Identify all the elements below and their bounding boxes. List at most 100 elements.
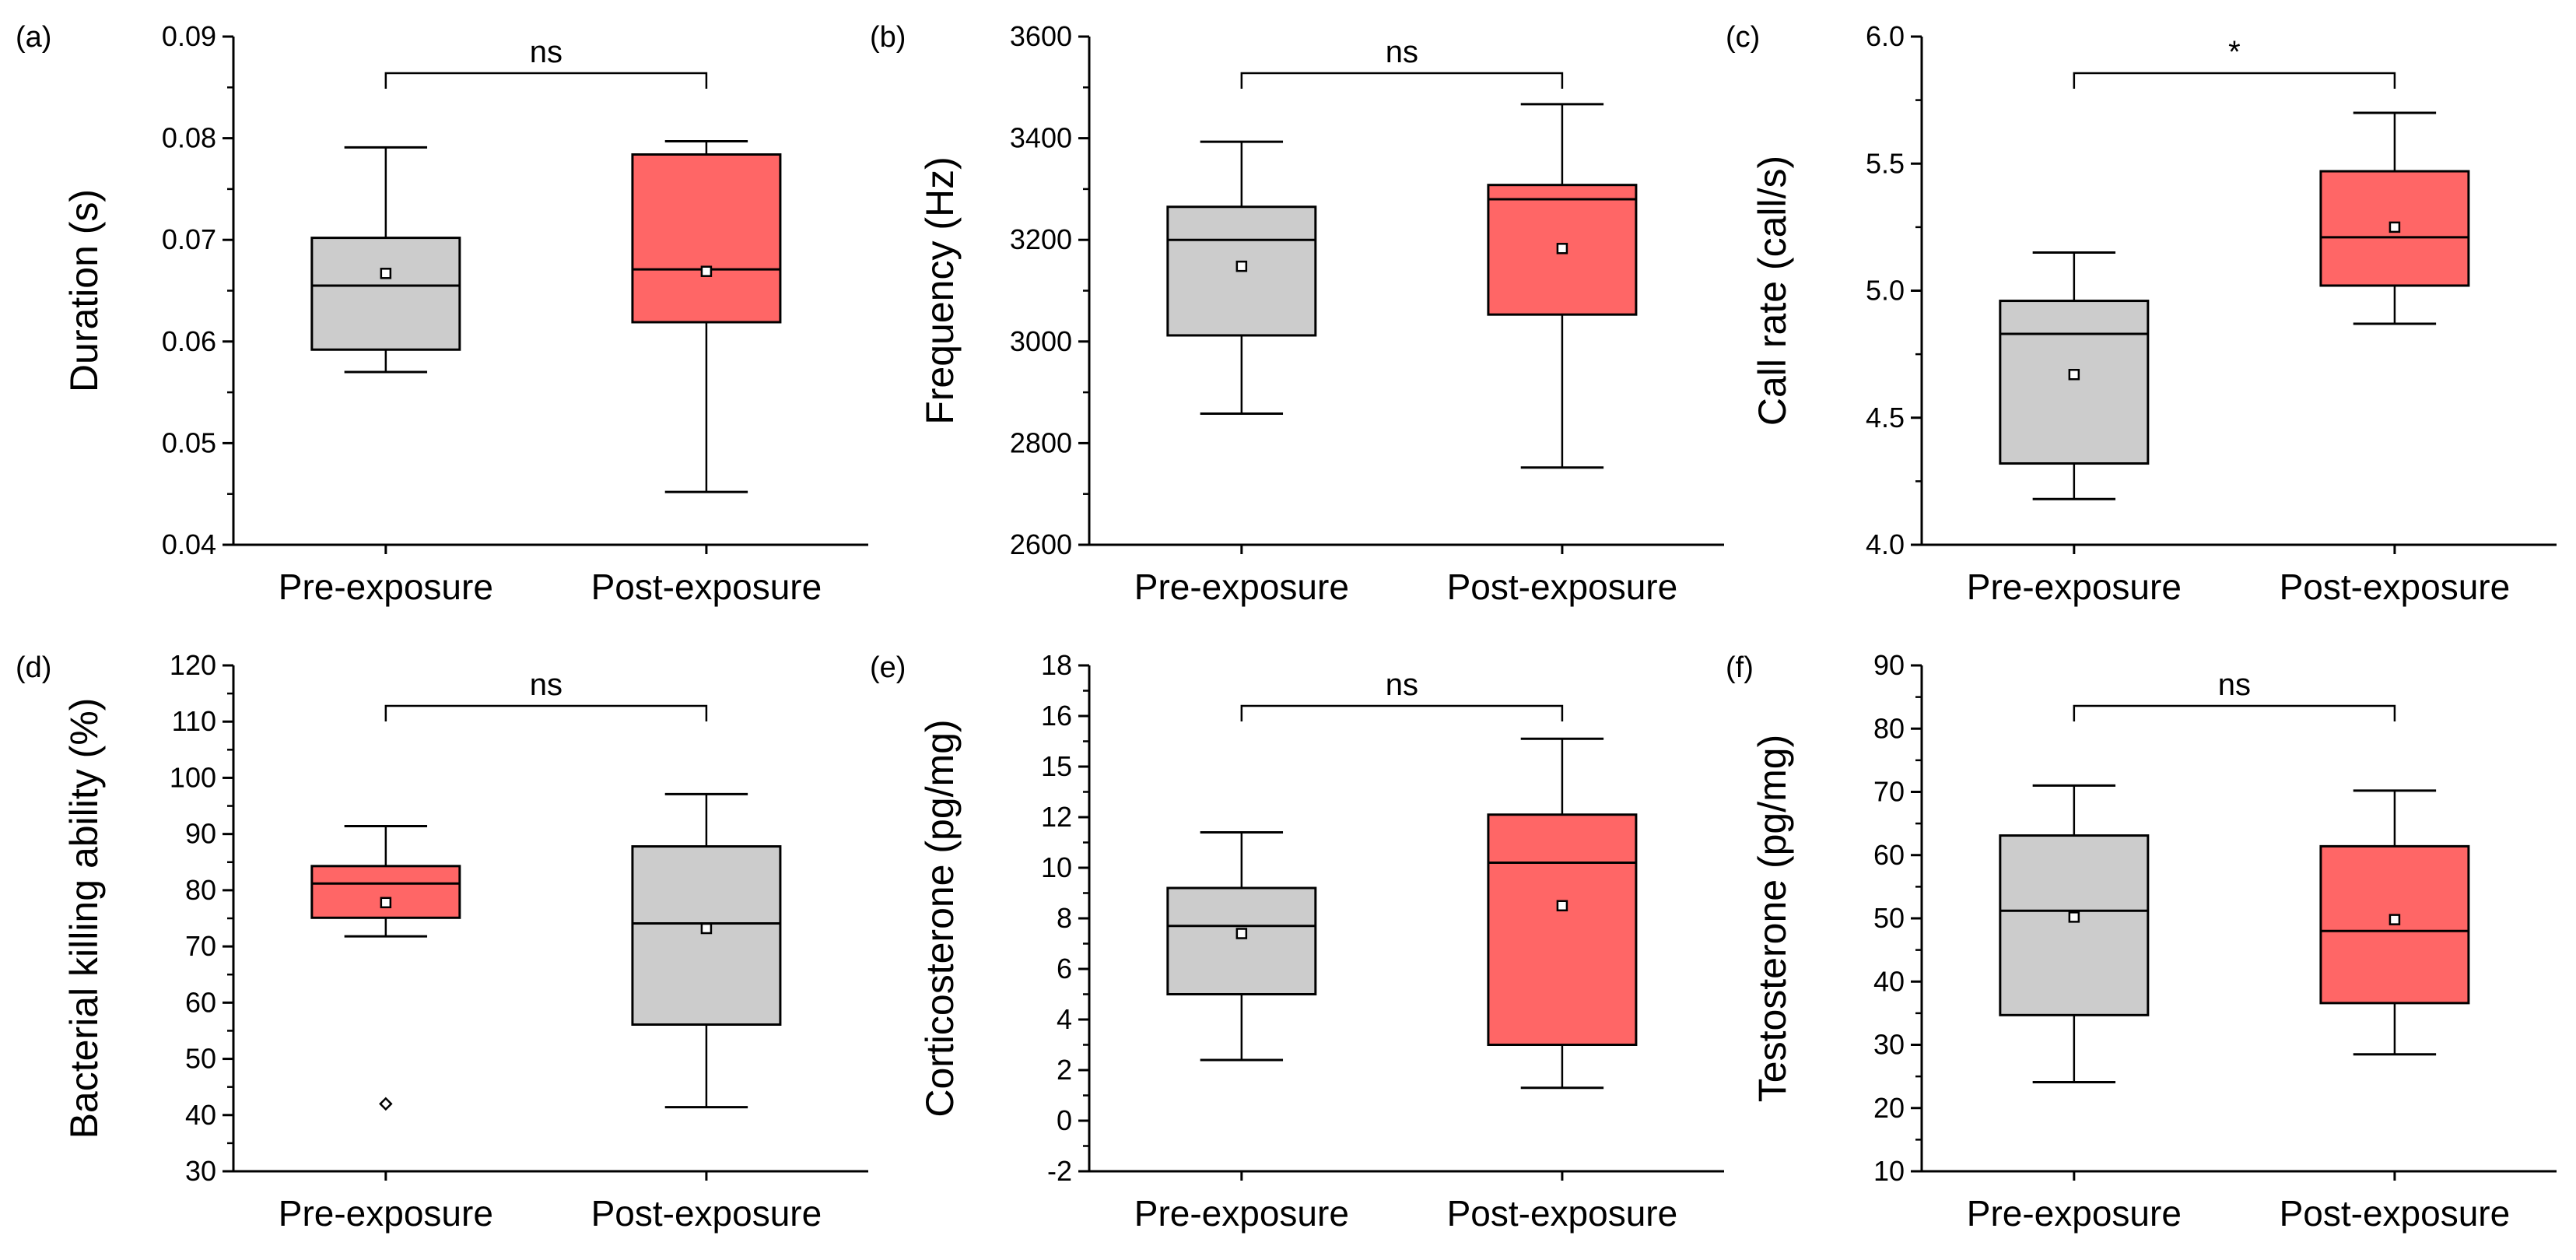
y-tick-label: 8 (1057, 902, 1072, 934)
panel-label: (f) (1726, 651, 1754, 684)
y-tick-label: 0.04 (162, 528, 216, 560)
x-tick-label: Pre-exposure (279, 1193, 493, 1234)
mean-marker (1235, 928, 1248, 939)
y-tick-label: 0.09 (162, 20, 216, 52)
significance-bracket (1240, 72, 1564, 89)
box-pre-exposure (1999, 784, 2150, 1083)
significance-bracket (2073, 72, 2396, 89)
y-tick-label: 110 (172, 705, 216, 737)
mean-marker (2388, 914, 2401, 925)
box-post-exposure (631, 792, 782, 1109)
iqr-box (1999, 300, 2150, 465)
y-tick-label: 0.06 (162, 325, 216, 357)
y-tick-label: -2 (1047, 1155, 1072, 1187)
y-tick-label: 30 (1873, 1029, 1905, 1061)
panel-label: (a) (16, 21, 51, 54)
y-axis-label: Duration (s) (62, 189, 106, 392)
y-tick-label: 6.0 (1866, 20, 1905, 52)
mean-marker (2068, 368, 2080, 381)
y-tick-label: 2600 (1010, 528, 1072, 560)
panel-e: (e) -2 0 2 4 6 8 10 12 15 16 18 Pre-exposure Post-exp… (870, 649, 1724, 1234)
y-tick-label: 5.0 (1866, 275, 1905, 307)
y-axis-label: Frequency (Hz) (918, 156, 962, 425)
y-tick-label: 3400 (1010, 122, 1072, 154)
mean-marker (2068, 911, 2080, 923)
iqr-box (631, 845, 782, 1026)
significance-bracket (2073, 704, 2396, 721)
box-pre-exposure (1999, 251, 2150, 500)
significance-label: ns (530, 35, 563, 69)
panel-a: (a) 0.04 0.05 0.06 0.07 0.08 0.09 Pre-exposure P… (16, 20, 868, 607)
iqr-box (1999, 834, 2150, 1016)
mean-marker (2388, 221, 2401, 233)
box-pre-exposure (310, 825, 461, 1111)
mean-marker (700, 265, 713, 277)
y-tick-label: 20 (1873, 1092, 1905, 1124)
significance-label: ns (1386, 668, 1418, 702)
y-tick-label: 40 (185, 1099, 216, 1131)
y-tick-label: 3600 (1010, 20, 1072, 52)
y-tick-label: 0.05 (162, 426, 216, 458)
y-tick-label: 6 (1057, 953, 1072, 984)
iqr-box (1487, 813, 1638, 1046)
mean-marker (1556, 243, 1568, 254)
y-tick-label: 90 (1873, 649, 1905, 681)
y-tick-label: 90 (185, 818, 216, 850)
iqr-box (1166, 886, 1317, 995)
y-tick-label: 0 (1057, 1104, 1072, 1136)
y-tick-label: 2 (1057, 1054, 1072, 1086)
y-tick-label: 50 (185, 1043, 216, 1075)
y-tick-label: 10 (1873, 1155, 1905, 1187)
box-pre-exposure (1166, 140, 1317, 416)
significance-bracket (384, 704, 708, 721)
y-axis-label: Corticosterone (pg/mg) (918, 719, 962, 1117)
y-tick-label: 100 (170, 761, 216, 793)
y-tick-label: 0.07 (162, 223, 216, 255)
y-tick-label: 16 (1041, 700, 1072, 732)
y-tick-label: 80 (185, 874, 216, 906)
significance-label: ns (530, 668, 563, 702)
y-tick-label: 15 (1041, 750, 1072, 782)
y-tick-label: 120 (170, 649, 216, 681)
panel-label: (c) (1726, 21, 1760, 54)
significance-label: * (2228, 35, 2241, 69)
outlier-point (379, 1097, 393, 1111)
y-tick-label: 2800 (1010, 426, 1072, 458)
x-tick-label: Post-exposure (591, 1193, 822, 1234)
panel-label: (e) (870, 651, 906, 684)
panel-d: (d) 30 40 50 60 70 80 90 100 110 120 Pre-exposure Po… (16, 649, 868, 1234)
mean-marker (700, 922, 713, 935)
x-tick-label: Post-exposure (2280, 1193, 2511, 1234)
y-tick-label: 18 (1041, 649, 1072, 681)
mean-marker (1235, 260, 1248, 272)
box-post-exposure (631, 140, 782, 493)
panel-label: (d) (16, 651, 51, 684)
y-tick-label: 40 (1873, 965, 1905, 997)
y-tick-label: 80 (1873, 712, 1905, 744)
box-pre-exposure (310, 146, 461, 374)
x-tick-label: Pre-exposure (1967, 1193, 2182, 1234)
panel-c: (c) 4.0 4.5 5.0 5.5 6.0 Pre-exposure Post-expos… (1726, 20, 2557, 607)
y-tick-label: 70 (1873, 776, 1905, 808)
panel-f: (f) 10 20 30 40 50 60 70 80 90 Pre-exposure Post-ex… (1726, 649, 2557, 1234)
y-tick-label: 4 (1057, 1003, 1072, 1035)
y-tick-label: 50 (1873, 902, 1905, 934)
y-axis-label: Call rate (call/s) (1751, 156, 1794, 426)
iqr-box (310, 865, 461, 919)
y-axis-label: Bacterial killing ability (%) (62, 698, 106, 1139)
x-tick-label: Pre-exposure (279, 567, 493, 607)
y-tick-label: 4.5 (1866, 402, 1905, 433)
significance-label: ns (1386, 35, 1418, 69)
x-tick-label: Pre-exposure (1134, 567, 1349, 607)
box-post-exposure (1487, 737, 1638, 1090)
x-tick-label: Pre-exposure (1967, 567, 2182, 607)
y-tick-label: 70 (185, 930, 216, 962)
x-tick-label: Post-exposure (1447, 1193, 1678, 1234)
significance-bracket (384, 72, 708, 89)
x-tick-label: Post-exposure (1447, 567, 1678, 607)
y-tick-label: 10 (1041, 851, 1072, 883)
mean-marker (380, 268, 392, 279)
y-tick-label: 30 (185, 1155, 216, 1187)
y-tick-label: 4.0 (1866, 528, 1905, 560)
y-tick-label: 3000 (1010, 325, 1072, 357)
